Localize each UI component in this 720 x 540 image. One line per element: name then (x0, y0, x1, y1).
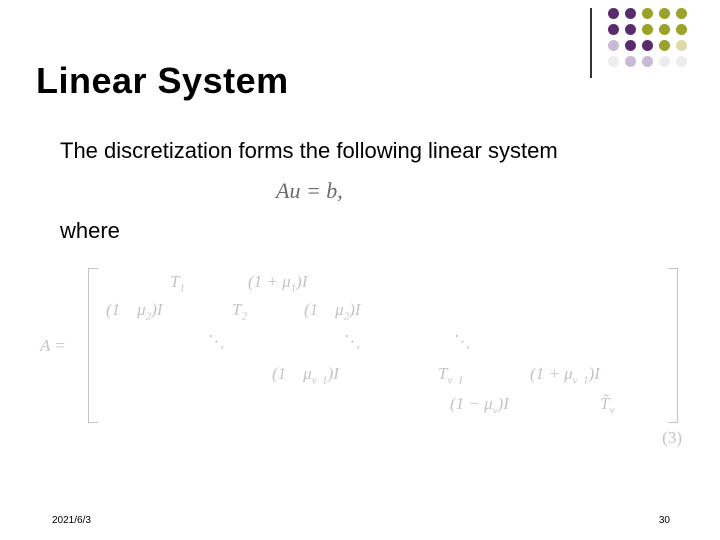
matrix-entry: (1 μ2)I (106, 300, 163, 322)
deco-dot (642, 40, 653, 51)
deco-dot (676, 56, 687, 67)
slide: Linear System The discretization forms t… (0, 0, 720, 540)
body-text-1: The discretization forms the following l… (60, 138, 558, 164)
matrix-definition: A = T1(1 + μ1)I(1 μ2)IT2(1 μ2)I⋱⋱⋱(1 μν … (40, 266, 682, 436)
deco-vertical-line (590, 8, 592, 78)
matrix-entry: (1 + μν 1)I (530, 364, 600, 386)
deco-dot (659, 8, 670, 19)
deco-dot (642, 24, 653, 35)
matrix-entry: T2 (232, 300, 247, 322)
matrix-entry: (1 + μ1)I (248, 272, 308, 294)
matrix-entry: (1 μν 1)I (272, 364, 339, 386)
deco-dot (608, 56, 619, 67)
matrix-entry: (1 − μν)I (450, 394, 509, 416)
deco-dot (608, 24, 619, 35)
deco-dot (659, 56, 670, 67)
deco-dot (659, 24, 670, 35)
deco-dot (625, 8, 636, 19)
matrix-entry: Tν 1 (438, 364, 463, 386)
footer-date: 2021/6/3 (52, 515, 91, 526)
deco-dot (676, 8, 687, 19)
equation-au-eq-b: Au = b, (276, 178, 343, 204)
matrix-entry: ⋱ (454, 332, 472, 352)
matrix-entry: ⋱ (344, 332, 362, 352)
deco-dot (625, 40, 636, 51)
corner-decoration (590, 8, 700, 78)
matrix-entry: T1 (170, 272, 185, 294)
slide-title: Linear System (36, 60, 289, 102)
deco-dot (659, 40, 670, 51)
matrix-entry: (1 μ2)I (304, 300, 361, 322)
deco-dot (642, 8, 653, 19)
equation-number: (3) (662, 428, 682, 448)
deco-dot (608, 8, 619, 19)
deco-dot (676, 24, 687, 35)
deco-dot (642, 56, 653, 67)
body-text-2: where (60, 218, 120, 244)
deco-dot (625, 24, 636, 35)
deco-dot (676, 40, 687, 51)
matrix-entry: ⋱ (208, 332, 226, 352)
footer-page-number: 30 (659, 515, 670, 526)
deco-dot (608, 40, 619, 51)
matrix-entry: T̃ν (600, 394, 614, 416)
matrix-A-label: A = (40, 336, 66, 356)
matrix-left-bracket (88, 268, 98, 423)
deco-dot (625, 56, 636, 67)
matrix-right-bracket (668, 268, 678, 423)
